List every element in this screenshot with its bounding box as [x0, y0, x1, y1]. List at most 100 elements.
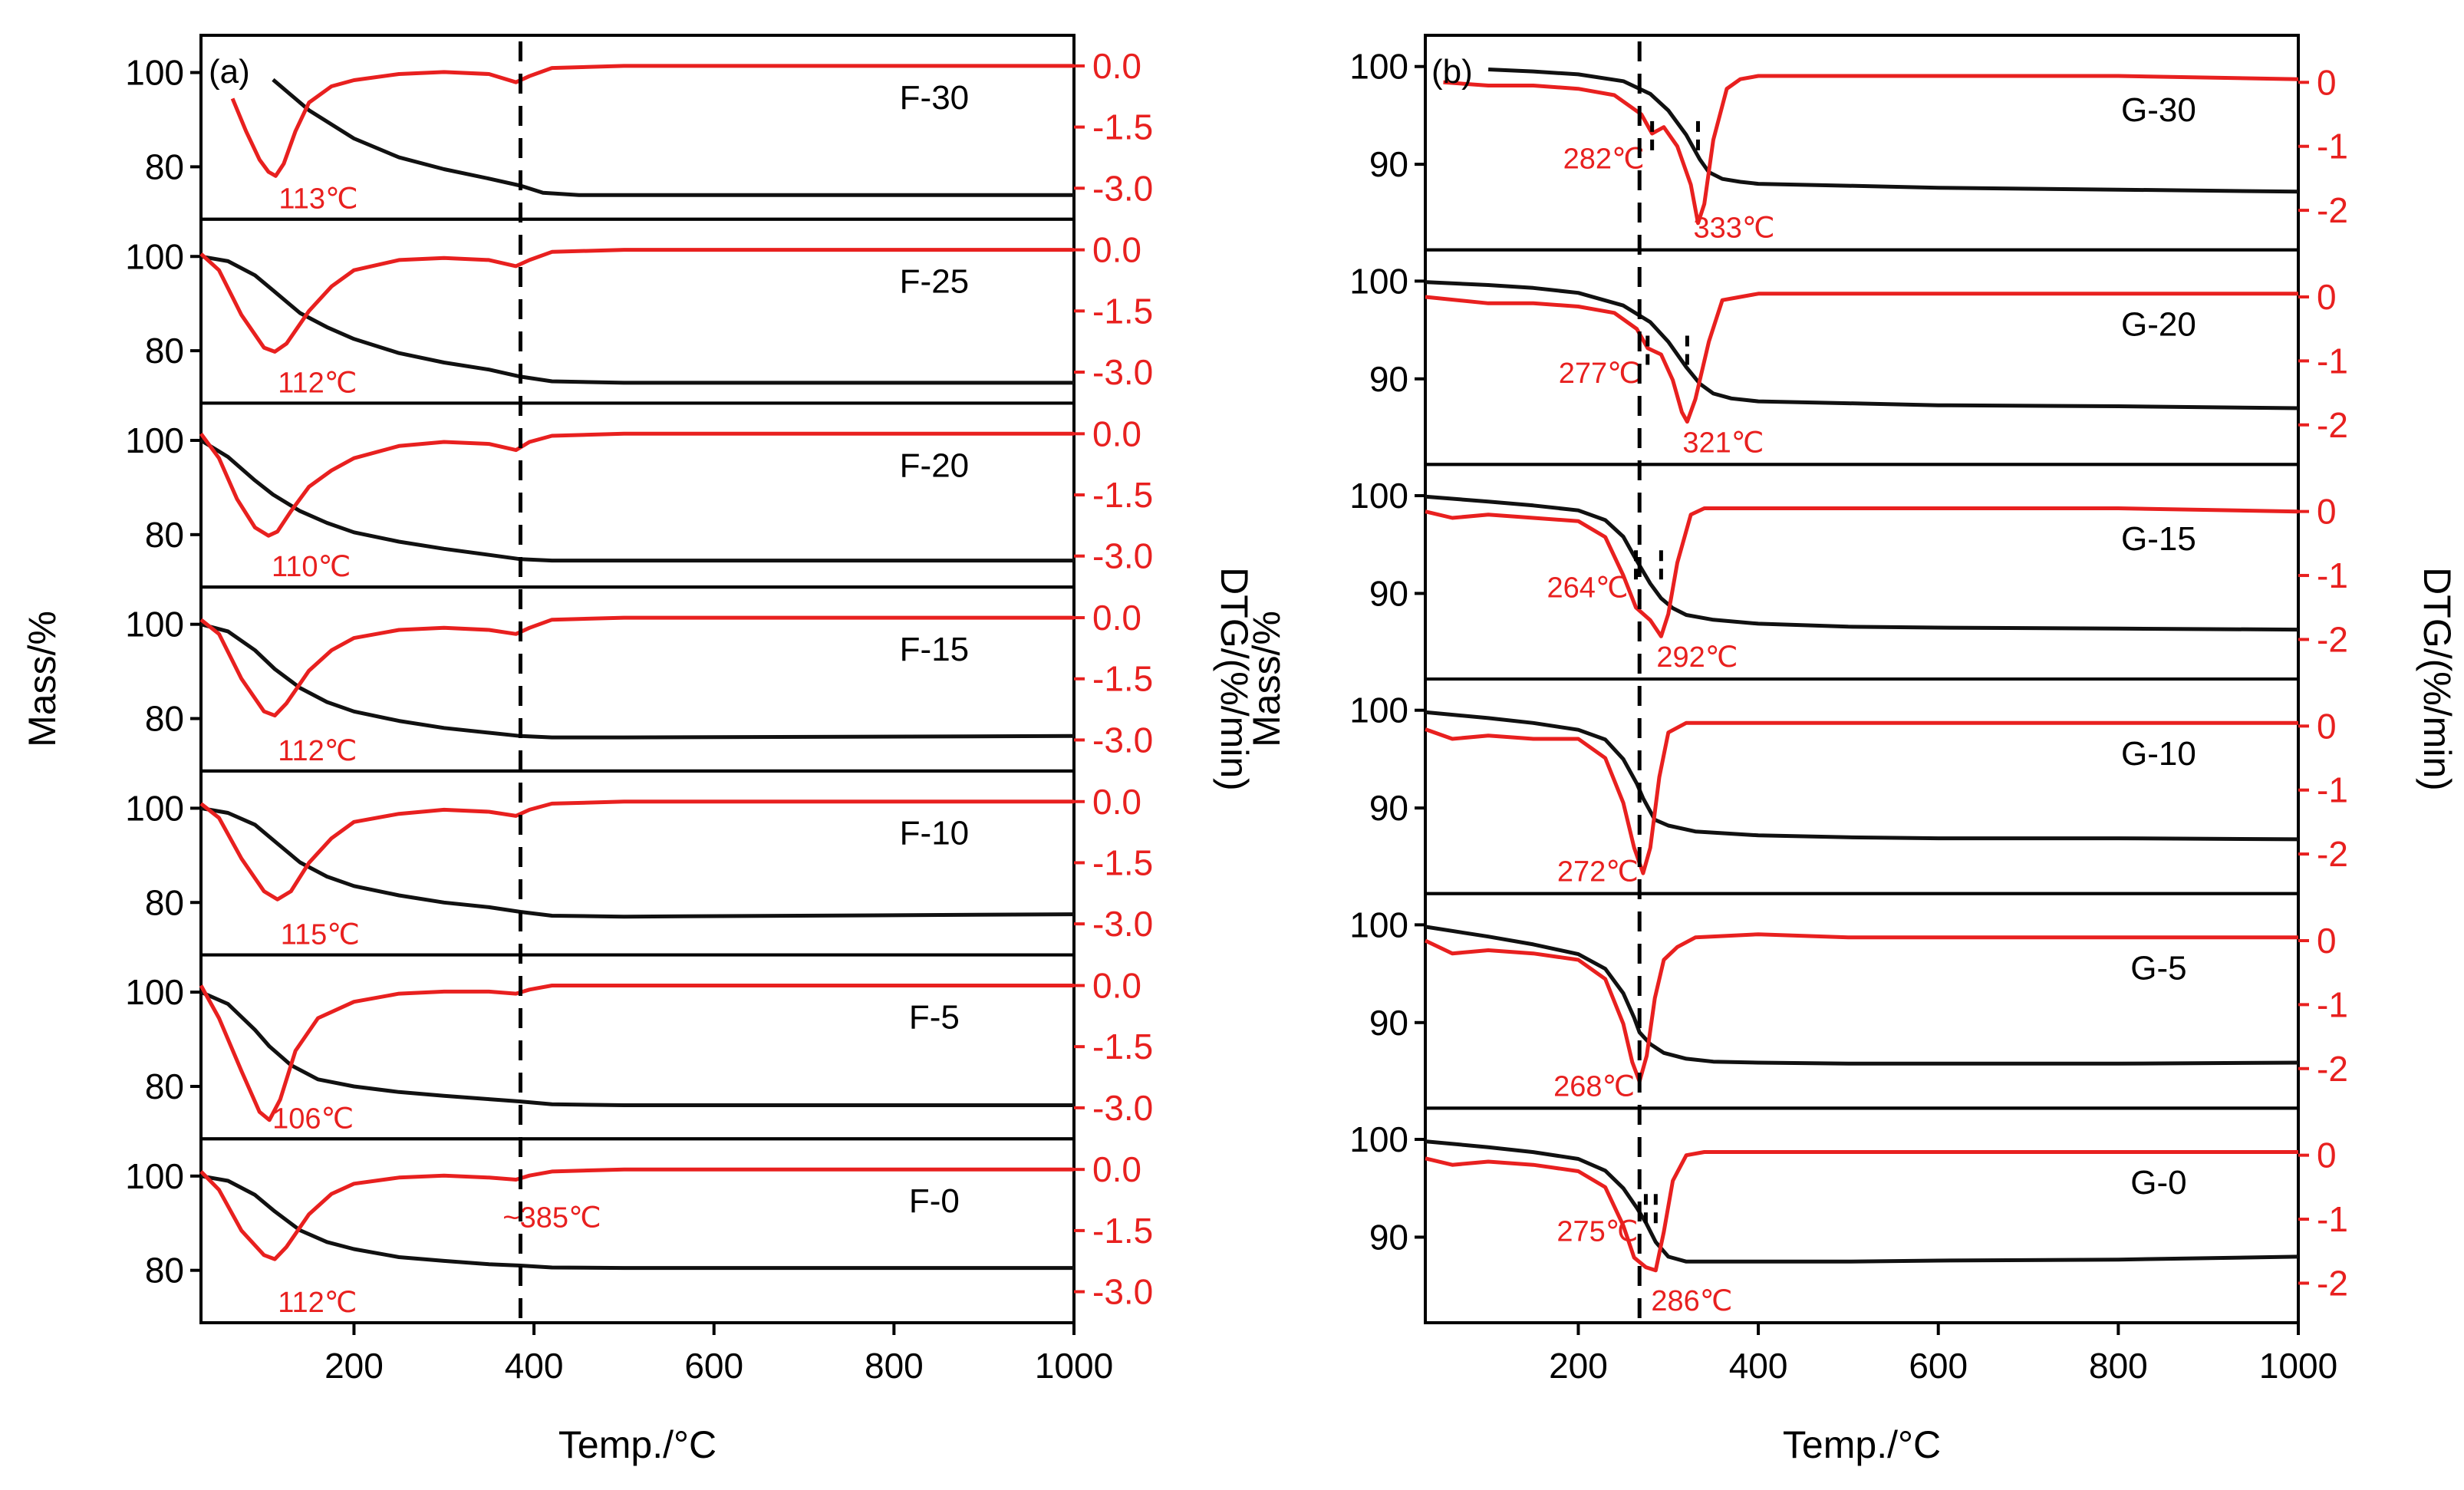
dtg-tick-label: -2: [2317, 405, 2348, 445]
peak-temp-label: 112℃: [278, 1287, 357, 1319]
sample-label: G-10: [2121, 735, 2196, 773]
mass-tick-label: 100: [1349, 1119, 1408, 1159]
mass-tick-label: 100: [125, 236, 184, 276]
dtg-tick-label: -1: [2317, 555, 2348, 595]
dtg-curve-g-20: [1425, 292, 2298, 424]
mass-tick-label: 100: [1349, 476, 1408, 516]
mass-curve-f-0: [200, 1174, 1074, 1271]
sample-label: G-0: [2130, 1164, 2186, 1202]
peak-temp-label: 282℃: [1563, 143, 1645, 175]
peak-temp-label: 264℃: [1547, 572, 1628, 605]
mass-tick-label: 90: [1369, 144, 1408, 184]
peak-temp-label: 112℃: [278, 735, 357, 767]
sample-label: F-0: [909, 1182, 960, 1220]
mass-tick-label: 80: [145, 147, 184, 186]
mass-curve-f-5: [199, 990, 1074, 1107]
mass-curve-g-0: [1425, 1139, 2299, 1264]
subplot-f-20: 80 100 0.0 -1.5 -3.0 F-20 110℃: [125, 401, 1153, 589]
dtg-tick-label: -3.0: [1092, 352, 1153, 392]
dtg-curve-g-5: [1424, 932, 2298, 1083]
dtg-tick-label: -2: [2317, 1049, 2348, 1089]
sample-label: F-5: [909, 998, 960, 1036]
mass-tick-label: 90: [1369, 1003, 1408, 1043]
subplot-g-30: 90 100 0 -1 -2 G-30 282℃ 333℃: [1349, 34, 2348, 252]
dtg-tick-label: -1: [2317, 127, 2348, 166]
mass-curve-f-15: [200, 622, 1075, 740]
dtg-tick-label: -3.0: [1092, 904, 1153, 944]
dtg-tick-label: 0: [2317, 492, 2337, 532]
x-tick-label: 800: [865, 1346, 924, 1386]
y-axis-title-right: DTG/(%/min): [1213, 567, 1256, 791]
x-tick-label: 600: [684, 1346, 743, 1386]
y-axis-title-left: Mass/%: [1245, 611, 1288, 747]
subplot-g-0: 90 100 0 -1 -2 G-0 275℃ 286℃: [1349, 1106, 2348, 1325]
subplot-f-25: 80 100 0.0 -1.5 -3.0 F-25 112℃: [125, 217, 1153, 405]
sample-label: F-20: [900, 447, 969, 484]
subplot-f-15: 80 100 0.0 -1.5 -3.0 F-15 112℃: [125, 585, 1153, 773]
mass-curve-g-30: [1487, 68, 2299, 194]
mass-curve-g-10: [1425, 710, 2299, 842]
subplot-g-10: 90 100 0 -1 -2 G-10 272℃: [1349, 677, 2348, 895]
subplot-frame: [1424, 1106, 2300, 1325]
dtg-tick-label: -3.0: [1092, 168, 1153, 208]
dtg-tick-label: 0: [2317, 706, 2337, 746]
dtg-curve-g-15: [1425, 506, 2299, 638]
dtg-tick-label: -2: [2317, 834, 2348, 874]
dtg-tick-label: -1: [2317, 770, 2348, 810]
subplot-g-20: 90 100 0 -1 -2 G-20 277℃ 321℃: [1349, 248, 2348, 466]
subplot-f-30: 80 100 0.0 -1.5 -3.0 F-30 113℃: [125, 34, 1153, 221]
sample-label: G-15: [2121, 520, 2196, 558]
mass-tick-label: 80: [145, 882, 184, 922]
dtg-tick-label: -3.0: [1092, 1272, 1153, 1312]
dtg-tick-label: 0: [2317, 62, 2337, 102]
dtg-tick-label: -1.5: [1092, 475, 1153, 515]
dtg-curve-f-20: [199, 431, 1074, 538]
mass-tick-label: 100: [125, 788, 184, 828]
dtg-tick-label: 0.0: [1092, 1149, 1141, 1189]
mass-tick-label: 80: [145, 1066, 184, 1106]
dtg-curve-f-10: [199, 799, 1074, 902]
subplot-f-10: 80 100 0.0 -1.5 -3.0 F-10 115℃: [125, 769, 1153, 957]
dtg-tick-label: -2: [2317, 1263, 2348, 1303]
mass-tick-label: 100: [125, 1156, 184, 1196]
dtg-tick-label: -1.5: [1092, 659, 1153, 699]
panel-tag-label: (b): [1431, 53, 1473, 91]
mass-tick-label: 100: [125, 605, 184, 644]
dtg-curve-f-15: [199, 615, 1074, 718]
dtg-tick-label: 0.0: [1092, 598, 1141, 638]
dtg-tick-label: 0: [2317, 277, 2337, 317]
dtg-tick-label: 0.0: [1092, 782, 1141, 822]
dtg-tick-label: -3.0: [1092, 536, 1153, 576]
subplot-g-15: 90 100 0 -1 -2 G-15 264℃ 292℃: [1349, 463, 2348, 681]
subplot-frame: [1424, 677, 2300, 895]
mass-tick-label: 80: [145, 699, 184, 739]
dtg-tick-label: 0.0: [1092, 965, 1141, 1005]
x-tick-label: 400: [505, 1346, 564, 1386]
dtg-tick-label: -1.5: [1092, 842, 1153, 882]
peak-temp-label: 286℃: [1651, 1285, 1732, 1317]
mass-curve-f-20: [199, 438, 1074, 563]
mass-curve-f-30: [272, 77, 1074, 197]
dtg-curve-f-5: [199, 984, 1074, 1122]
peak-temp-label: 106℃: [272, 1103, 354, 1135]
mass-tick-label: 90: [1369, 359, 1408, 399]
mass-tick-label: 100: [1349, 47, 1408, 87]
dtg-tick-label: -2: [2317, 619, 2348, 659]
sample-label: G-20: [2121, 306, 2196, 344]
subplot-frame: [1424, 248, 2300, 466]
mass-tick-label: 100: [125, 420, 184, 460]
dtg-tick-label: 0.0: [1092, 46, 1141, 86]
x-tick-label: 400: [1729, 1346, 1788, 1386]
peak-temp-label: 112℃: [278, 367, 357, 399]
peak-temp-label: 333℃: [1693, 213, 1774, 245]
mass-tick-label: 100: [125, 972, 184, 1012]
dtg-tick-label: -1: [2317, 984, 2348, 1024]
peak-temp-label: 275℃: [1556, 1216, 1638, 1248]
mass-curve-g-20: [1425, 280, 2299, 410]
subplot-f-0: 80 100 0.0 -1.5 -3.0 F-0 112℃ ~385℃: [125, 1137, 1153, 1325]
peak-temp-label: 321℃: [1682, 427, 1764, 459]
mass-curve-g-15: [1425, 494, 2299, 632]
dtg-curve-g-30: [1443, 74, 2299, 226]
mass-tick-label: 90: [1369, 1217, 1408, 1257]
global-annotation-label: ~385℃: [502, 1202, 601, 1234]
